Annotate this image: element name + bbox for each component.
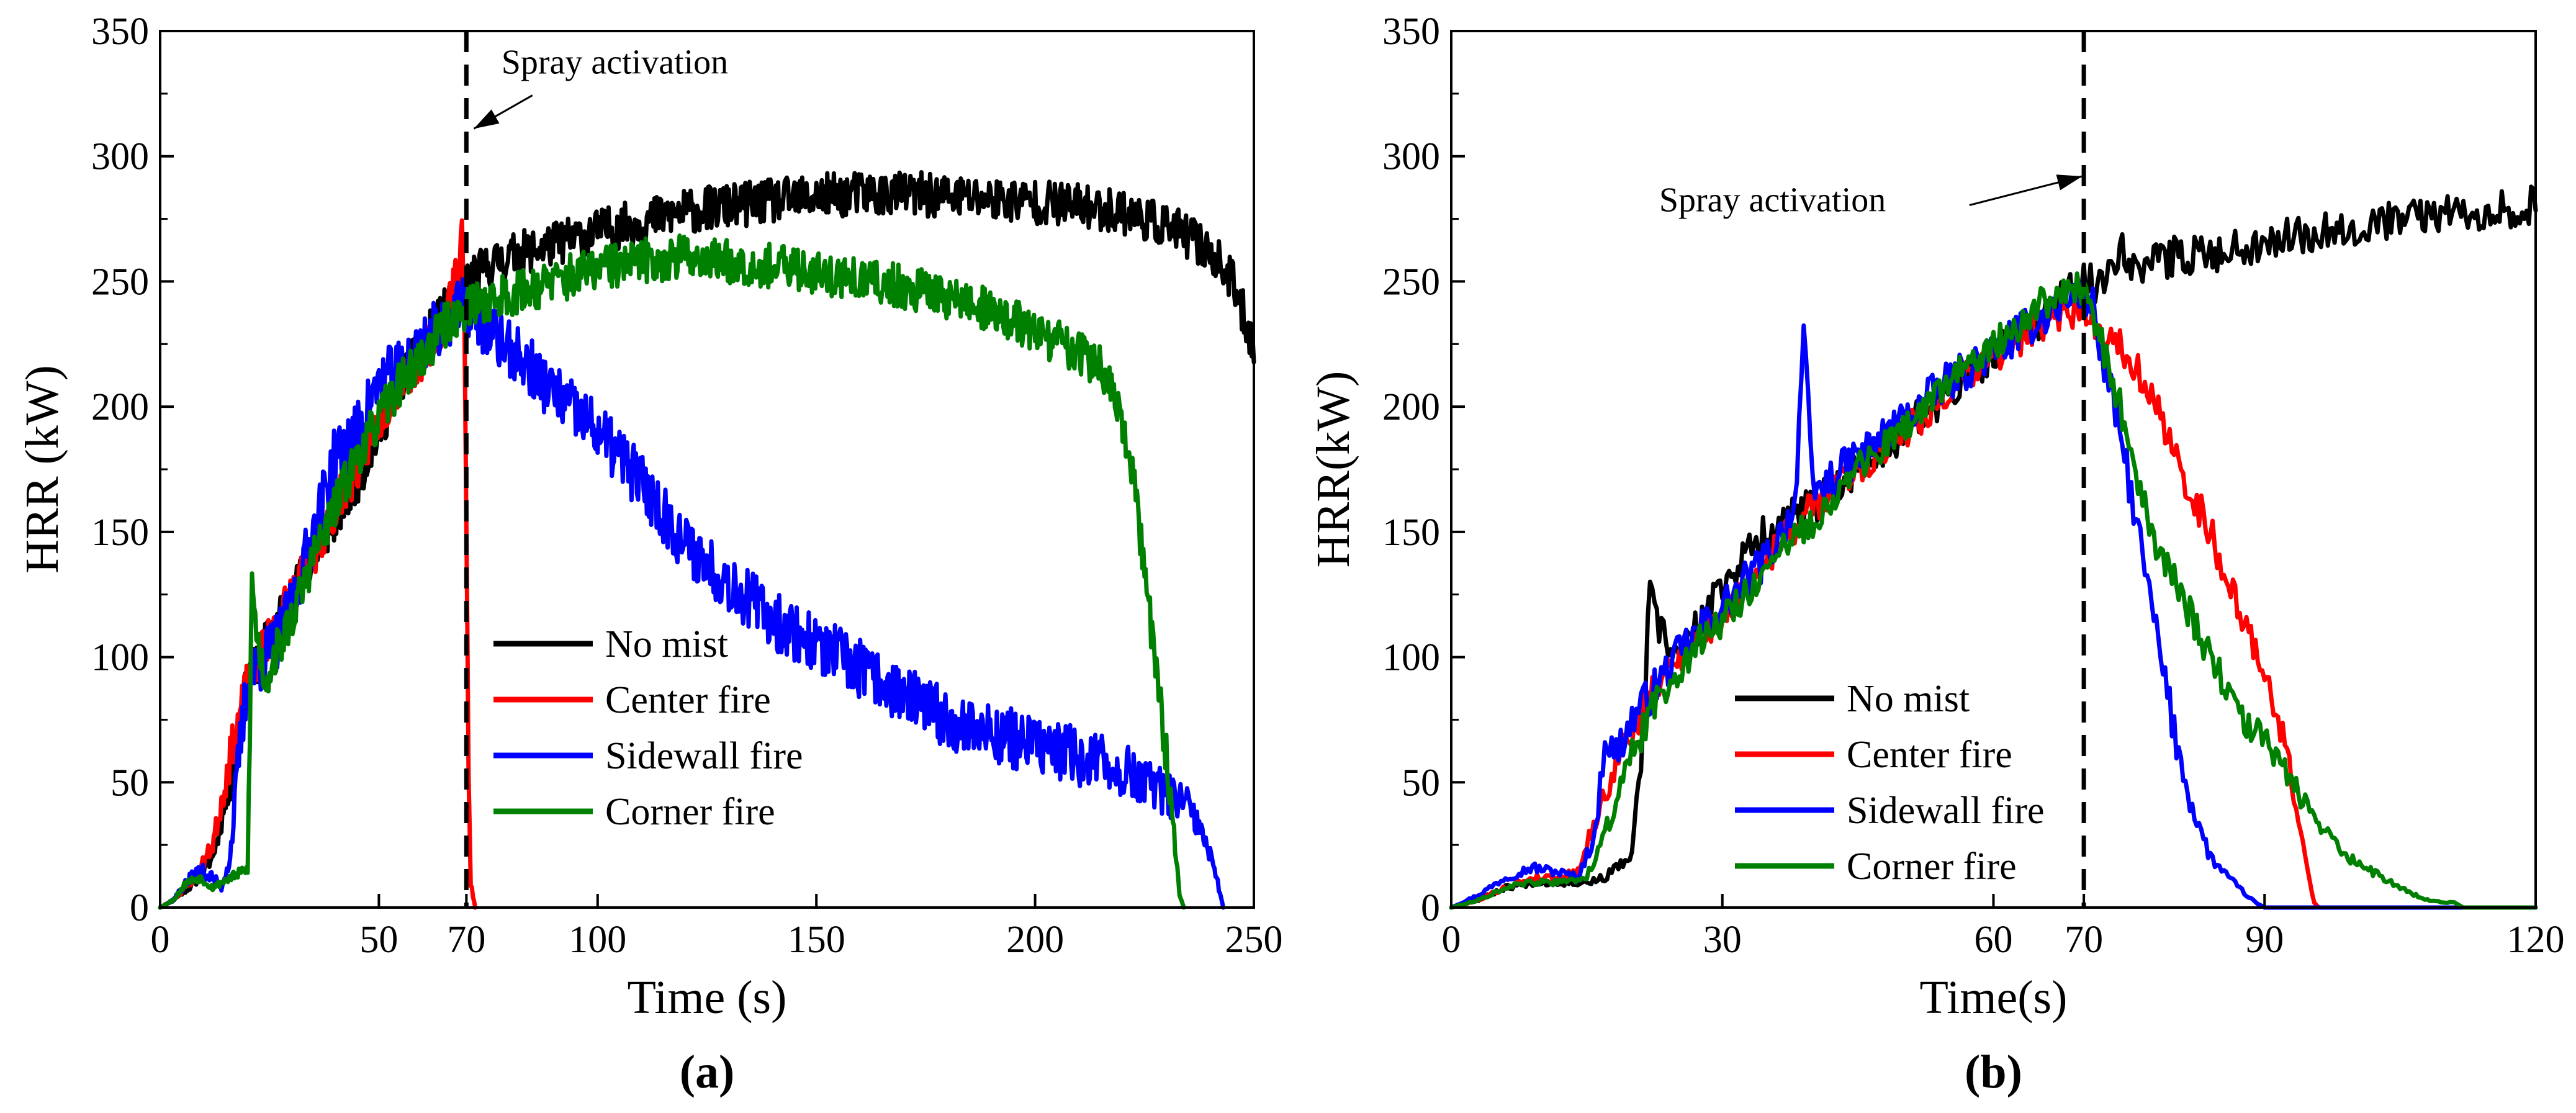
x-tick-label: 90: [2245, 919, 2284, 961]
y-tick-label: 250: [91, 261, 149, 303]
y-tick-label: 100: [1382, 637, 1440, 679]
x-tick-label: 30: [1703, 919, 1742, 961]
x-axis-title: Time(s): [1920, 971, 2068, 1024]
x-tick-label: 200: [1006, 919, 1064, 961]
legend-label: No mist: [605, 623, 728, 665]
x-tick-label: 0: [151, 919, 170, 961]
legend: No mist Center fire Sidewall fire Corner fi…: [493, 623, 803, 833]
y-tick-label: 350: [1382, 11, 1440, 53]
series-line-corner-fire: [158, 233, 1186, 910]
legend-label: Center fire: [605, 679, 771, 721]
panel-label: (b): [1965, 1046, 2022, 1098]
series-line-no-mist: [1449, 184, 2538, 910]
annotation-text: Spray activation: [1659, 181, 1886, 219]
legend-label: Center fire: [1847, 734, 2012, 776]
x-tick-label: 150: [788, 919, 845, 961]
x-tick-label: 70: [2065, 919, 2103, 961]
panel-label: (a): [680, 1046, 735, 1098]
x-tick-label: 250: [1225, 919, 1283, 961]
x-tick-label: 120: [2507, 919, 2565, 961]
chart-panel-a: 0 50 100 150 200 250 300 350 0 50 70 100 150 200 250 Ti…: [16, 11, 1283, 1098]
y-tick-label: 300: [91, 136, 149, 178]
y-tick-label: 350: [91, 11, 149, 53]
y-tick-label: 200: [1382, 386, 1440, 428]
y-tick-label: 250: [1382, 261, 1440, 303]
x-tick-label: 0: [1442, 919, 1461, 961]
series-line-corner-fire: [1449, 271, 2538, 910]
legend-label: Sidewall fire: [605, 735, 803, 777]
x-tick-label: 70: [447, 919, 485, 961]
y-tick-label: 200: [91, 386, 149, 428]
chart-panel-b: 0 50 100 150 200 250 300 350 0 30 60 70 90 120 Time(s)…: [1307, 11, 2565, 1098]
x-axis-title: Time (s): [628, 971, 787, 1024]
y-axis-title: HRR (kW): [16, 365, 68, 574]
legend-label: Corner fire: [605, 791, 775, 833]
series-group: [158, 170, 1256, 910]
y-tick-label: 0: [130, 887, 149, 929]
y-axis-title: HRR(kW): [1307, 371, 1359, 568]
y-tick-label: 100: [91, 637, 149, 679]
series-line-sidewall-fire: [158, 277, 1226, 910]
legend-label: Sidewall fire: [1847, 790, 2045, 832]
x-tick-label: 50: [359, 919, 398, 961]
legend-label: Corner fire: [1847, 845, 2017, 888]
annotation-arrow-head: [2056, 174, 2083, 191]
annotation-arrow-head: [474, 109, 500, 129]
annotation-text: Spray activation: [502, 43, 728, 82]
y-tick-label: 50: [110, 762, 149, 804]
x-tick-label: 60: [1975, 919, 2013, 961]
y-tick-label: 300: [1382, 136, 1440, 178]
legend: No mist Center fire Sidewall fire Corner fi…: [1735, 678, 2045, 888]
y-tick-label: 0: [1421, 887, 1440, 929]
y-tick-label: 150: [91, 511, 149, 554]
y-tick-label: 150: [1382, 511, 1440, 554]
y-tick-label: 50: [1402, 762, 1440, 804]
legend-label: No mist: [1847, 678, 1970, 720]
x-tick-label: 100: [569, 919, 626, 961]
